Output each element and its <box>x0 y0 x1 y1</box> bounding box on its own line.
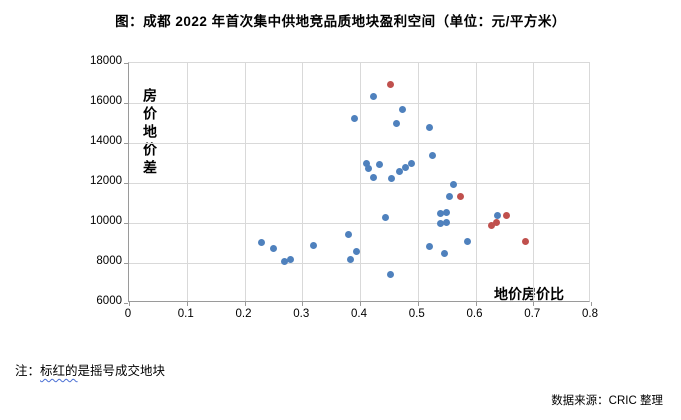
scatter-point <box>442 208 450 216</box>
y-axis-tick-label: 14000 <box>90 135 122 147</box>
scatter-point <box>350 114 358 122</box>
y-axis-tick-label: 8000 <box>96 255 122 267</box>
y-axis-tick <box>124 103 128 104</box>
x-axis-tick-label: 0 <box>124 308 132 320</box>
scatter-point <box>387 270 395 278</box>
vertical-gridline <box>417 63 419 301</box>
scatter-point <box>370 92 378 100</box>
scatter-point <box>487 221 495 229</box>
y-axis-tick-label: 18000 <box>90 55 122 67</box>
y-axis-tick <box>124 303 128 304</box>
scatter-point <box>408 159 416 167</box>
x-axis-tick-label: 0.1 <box>177 308 194 320</box>
x-axis-tick <box>186 302 188 306</box>
scatter-point <box>269 244 277 252</box>
scatter-point <box>437 220 445 228</box>
x-axis-tick <box>417 302 419 306</box>
scatter-point <box>281 257 289 265</box>
scatter-point <box>446 193 453 201</box>
scatter-point <box>463 237 471 245</box>
vertical-gridline <box>360 63 361 301</box>
footnote-prefix: 注： <box>15 364 41 378</box>
data-source: 数据来源：CRIC 整理 <box>551 395 663 407</box>
vertical-gridline <box>302 63 304 301</box>
scatter-point <box>387 80 395 88</box>
scatter-point <box>258 238 266 246</box>
horizontal-gridline <box>129 263 589 264</box>
scatter-point <box>401 163 409 171</box>
scatter-point <box>365 164 373 172</box>
scatter-point <box>493 211 501 219</box>
scatter-point <box>503 211 511 219</box>
x-axis-tick-label: 0.4 <box>351 308 367 320</box>
x-axis-title: 地价房价比 <box>494 286 564 302</box>
scatter-point <box>382 214 390 222</box>
horizontal-gridline <box>129 223 589 224</box>
footnote-rest: 是摇号成交地块 <box>77 364 166 378</box>
x-axis-tick-label: 0.6 <box>466 308 483 320</box>
vertical-gridline <box>186 63 188 301</box>
scatter-point <box>346 255 354 263</box>
scatter-point <box>441 249 449 257</box>
y-axis-title: 房价地价差 <box>142 88 158 178</box>
scatter-point <box>370 173 378 181</box>
horizontal-gridline <box>129 143 589 144</box>
y-axis-tick-label: 6000 <box>96 295 122 307</box>
x-axis-tick <box>360 302 361 306</box>
scatter-point <box>344 230 352 238</box>
scatter-point <box>287 255 295 263</box>
footnote: 注：标红的是摇号成交地块 <box>15 360 165 379</box>
y-axis-tick <box>124 63 128 64</box>
scatter-point <box>398 105 406 113</box>
chart-title: 图：成都 2022 年首次集中供地竞品质地块盈利空间（单位：元/平方米） <box>115 14 566 29</box>
y-axis-tick <box>124 183 128 184</box>
x-axis-tick <box>591 302 592 306</box>
y-axis-tick-label: 12000 <box>90 175 122 187</box>
y-axis-tick <box>124 263 128 264</box>
vertical-gridline <box>475 63 477 301</box>
scatter-point <box>395 167 403 175</box>
scatter-point <box>393 119 401 127</box>
x-axis-tick <box>475 302 477 306</box>
scatter-point <box>310 241 318 249</box>
vertical-gridline <box>244 63 246 301</box>
scatter-point <box>375 160 383 168</box>
x-axis-tick-label: 0.8 <box>582 308 598 320</box>
scatter-point <box>428 151 436 159</box>
scatter-point <box>363 160 371 168</box>
y-axis-tick-label: 16000 <box>90 95 122 107</box>
scatter-point <box>425 242 433 250</box>
scatter-point <box>443 218 451 226</box>
scatter-point <box>388 174 396 182</box>
x-axis-tick <box>244 302 246 306</box>
scatter-point <box>456 193 464 201</box>
x-axis-tick-label: 0.7 <box>524 308 541 320</box>
x-axis-tick <box>533 302 535 306</box>
scatter-point <box>450 180 458 188</box>
scatter-point <box>425 123 433 131</box>
horizontal-gridline <box>129 103 589 104</box>
scatter-plot-area <box>124 62 592 306</box>
y-axis-tick-label: 10000 <box>90 215 122 227</box>
horizontal-gridline <box>129 183 589 184</box>
scatter-point <box>492 219 500 227</box>
vertical-gridline <box>533 63 535 301</box>
scatter-point <box>522 237 530 245</box>
x-axis-tick-label: 0.2 <box>235 308 252 320</box>
y-axis-tick <box>124 143 128 144</box>
footnote-highlighted-term: 标红的 <box>40 364 78 378</box>
scatter-point <box>353 248 361 256</box>
x-axis-tick-label: 0.5 <box>408 308 425 320</box>
x-axis-tick <box>302 302 304 306</box>
x-axis-tick <box>129 302 130 306</box>
x-axis-tick-label: 0.3 <box>293 308 310 320</box>
scatter-point <box>436 209 444 217</box>
y-axis-tick <box>124 223 128 224</box>
